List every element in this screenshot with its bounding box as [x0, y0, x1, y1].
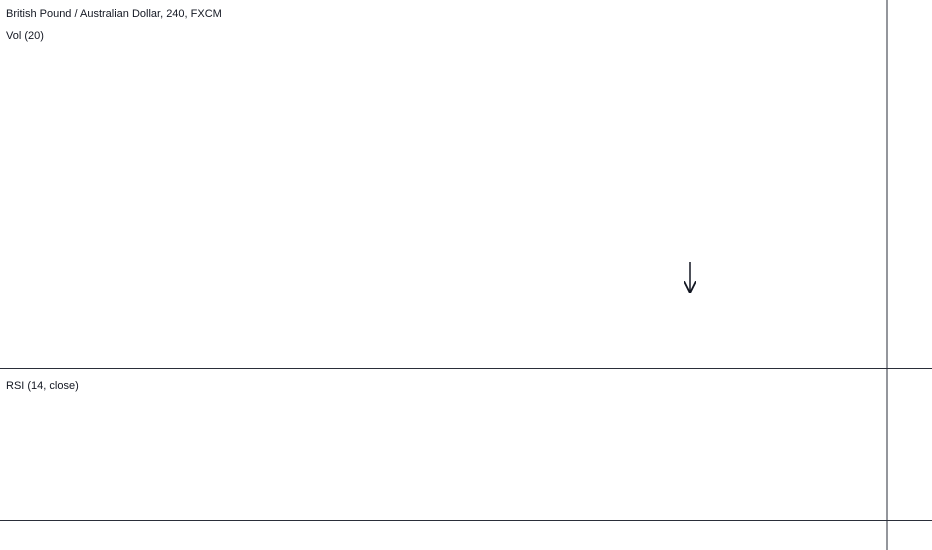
price-axis-bg: [887, 0, 932, 550]
volume-label: Vol (20): [6, 30, 44, 42]
front-layer: [0, 262, 690, 292]
rsi-label: RSI (14, close): [6, 380, 79, 392]
time-axis-bg: [0, 520, 932, 550]
chart-title: British Pound / Australian Dollar, 240, …: [6, 8, 222, 20]
